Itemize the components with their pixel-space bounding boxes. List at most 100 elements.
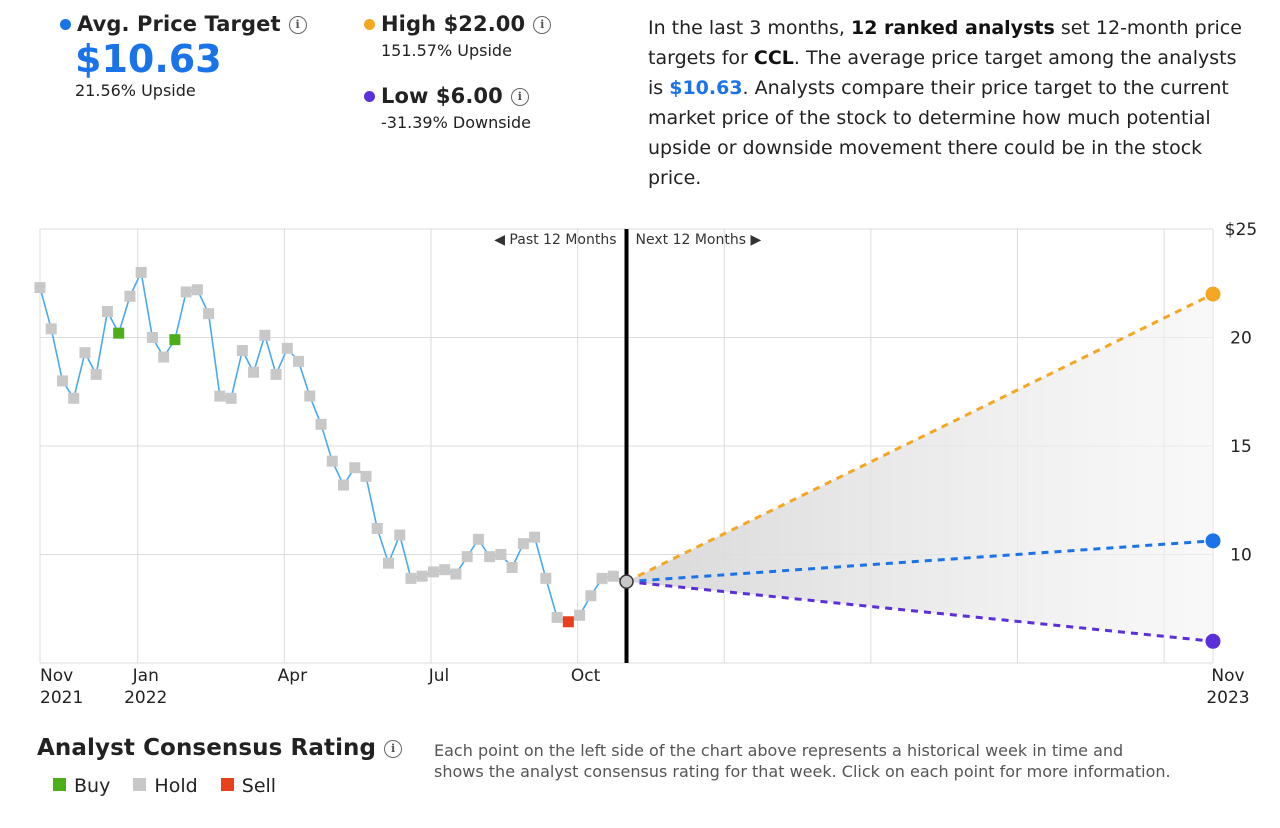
forecast-point-average [1205, 533, 1221, 549]
rating-point-hold [394, 529, 406, 541]
forecast-line-average [626, 539, 1214, 584]
rating-point-hold [495, 549, 507, 560]
low-change: -31.39% Downside [381, 113, 531, 132]
low-dot-icon [364, 91, 375, 102]
rating-point-hold [203, 308, 215, 320]
high-target-block: High $22.00 i 151.57% Upside [364, 12, 552, 60]
rating-point-hold [585, 590, 597, 602]
rating-point-hold [225, 392, 237, 404]
sell-swatch-icon [220, 778, 234, 791]
legend-buy: Buy [53, 775, 110, 797]
avg-value: $10.63 [75, 37, 222, 81]
info-icon[interactable]: i [288, 15, 307, 34]
history-line [39, 269, 627, 623]
rating-point-hold [472, 533, 484, 545]
rating-point-hold [506, 562, 518, 574]
legend-sell: Sell [220, 775, 277, 797]
rating-point-hold [427, 566, 439, 578]
rating-point-hold [180, 286, 192, 298]
high-change: 151.57% Upside [381, 41, 512, 60]
rating-point-hold [79, 347, 91, 359]
rating-point-hold [517, 538, 529, 550]
legend-label: Sell [241, 775, 277, 797]
consensus-title: Analyst Consensus Rating [37, 735, 377, 761]
rating-point-hold [304, 390, 316, 402]
rating-point-hold [34, 282, 46, 294]
x-tick-label: Nov [40, 666, 73, 686]
hold-swatch-icon [133, 778, 147, 791]
desc-analysts: 12 ranked analysts [851, 17, 1055, 39]
rating-point-hold [124, 290, 136, 302]
rating-point-hold [551, 611, 563, 623]
rating-point-hold [248, 366, 260, 378]
rating-point-hold [416, 570, 428, 582]
rating-point-hold [405, 572, 417, 584]
info-icon[interactable]: i [384, 739, 403, 758]
rating-point-hold [338, 479, 350, 491]
rating-point-hold [236, 345, 248, 357]
rating-point-hold [540, 572, 552, 584]
avg-label: Avg. Price Target [77, 12, 281, 36]
consensus-note: Each point on the left side of the chart… [434, 741, 1171, 781]
info-icon[interactable]: i [510, 87, 529, 106]
rating-point-hold [596, 572, 608, 584]
next-12-months-label: Next 12 Months ▶ [636, 232, 762, 248]
rating-point-hold [315, 418, 327, 430]
desc-text: In the last 3 months, [648, 17, 851, 39]
x-tick-label: Nov [1211, 666, 1244, 686]
desc-text: set 12-month price targets for [648, 17, 1242, 69]
legend-label: Buy [74, 775, 111, 797]
rating-point-hold [68, 392, 80, 404]
x-tick-label: Jul [428, 666, 450, 686]
y-tick-label: 20 [1230, 329, 1252, 349]
high-label: High $22.00 [381, 12, 526, 36]
rating-point-hold [56, 375, 68, 387]
rating-point-hold [326, 455, 338, 467]
rating-point-hold [214, 390, 226, 402]
rating-point-hold [270, 368, 282, 380]
rating-point-hold [146, 332, 158, 343]
rating-point-hold [135, 266, 147, 278]
avg-target-block: Avg. Price Target i $10.63 21.56% Upside [60, 12, 307, 100]
low-label: Low $6.00 [381, 84, 503, 108]
rating-point-hold [371, 522, 383, 534]
rating-point-buy [169, 334, 181, 346]
rating-point-hold [574, 609, 586, 621]
desc-text: . Analysts compare their price target to… [648, 77, 1229, 189]
rating-point-hold [461, 551, 473, 563]
rating-point-hold [45, 323, 57, 335]
avg-dot-icon [60, 19, 71, 30]
rating-point-hold [158, 351, 170, 363]
consensus-block: Analyst Consensus Rating i Buy Hold Sell [37, 735, 403, 797]
rating-point-hold [484, 551, 496, 563]
rating-point-sell [562, 616, 574, 628]
y-tick-label: 10 [1230, 546, 1252, 566]
rating-point-hold [90, 368, 102, 380]
info-icon[interactable]: i [533, 15, 552, 34]
legend-label: Hold [154, 775, 198, 797]
forecast-point-low [1205, 633, 1221, 649]
rating-point-hold [293, 355, 305, 367]
desc-avg: $10.63 [669, 77, 743, 99]
forecast-cone [626, 294, 1213, 642]
x-tick-label: 2021 [40, 688, 83, 708]
rating-point-hold [382, 557, 394, 569]
rating-point-hold [607, 570, 619, 582]
rating-point-hold [191, 284, 203, 296]
forecast-line-high [625, 292, 1214, 583]
rating-legend: Buy Hold Sell [53, 775, 402, 797]
high-dot-icon [364, 19, 375, 30]
x-tick-label: Jan [132, 666, 159, 686]
desc-ticker: CCL [753, 47, 794, 69]
rating-point-hold [439, 564, 451, 576]
legend-hold: Hold [133, 775, 198, 797]
rating-point-hold [349, 462, 361, 474]
x-tick-label: Apr [278, 666, 307, 686]
x-tick-label: 2023 [1206, 688, 1249, 708]
past-12-months-label: ◀ Past 12 Months [494, 232, 616, 248]
x-tick-label: Oct [571, 666, 601, 686]
low-target-block: Low $6.00 i -31.39% Downside [364, 84, 531, 132]
rating-point-hold [101, 305, 113, 317]
rating-point-hold [360, 470, 372, 482]
